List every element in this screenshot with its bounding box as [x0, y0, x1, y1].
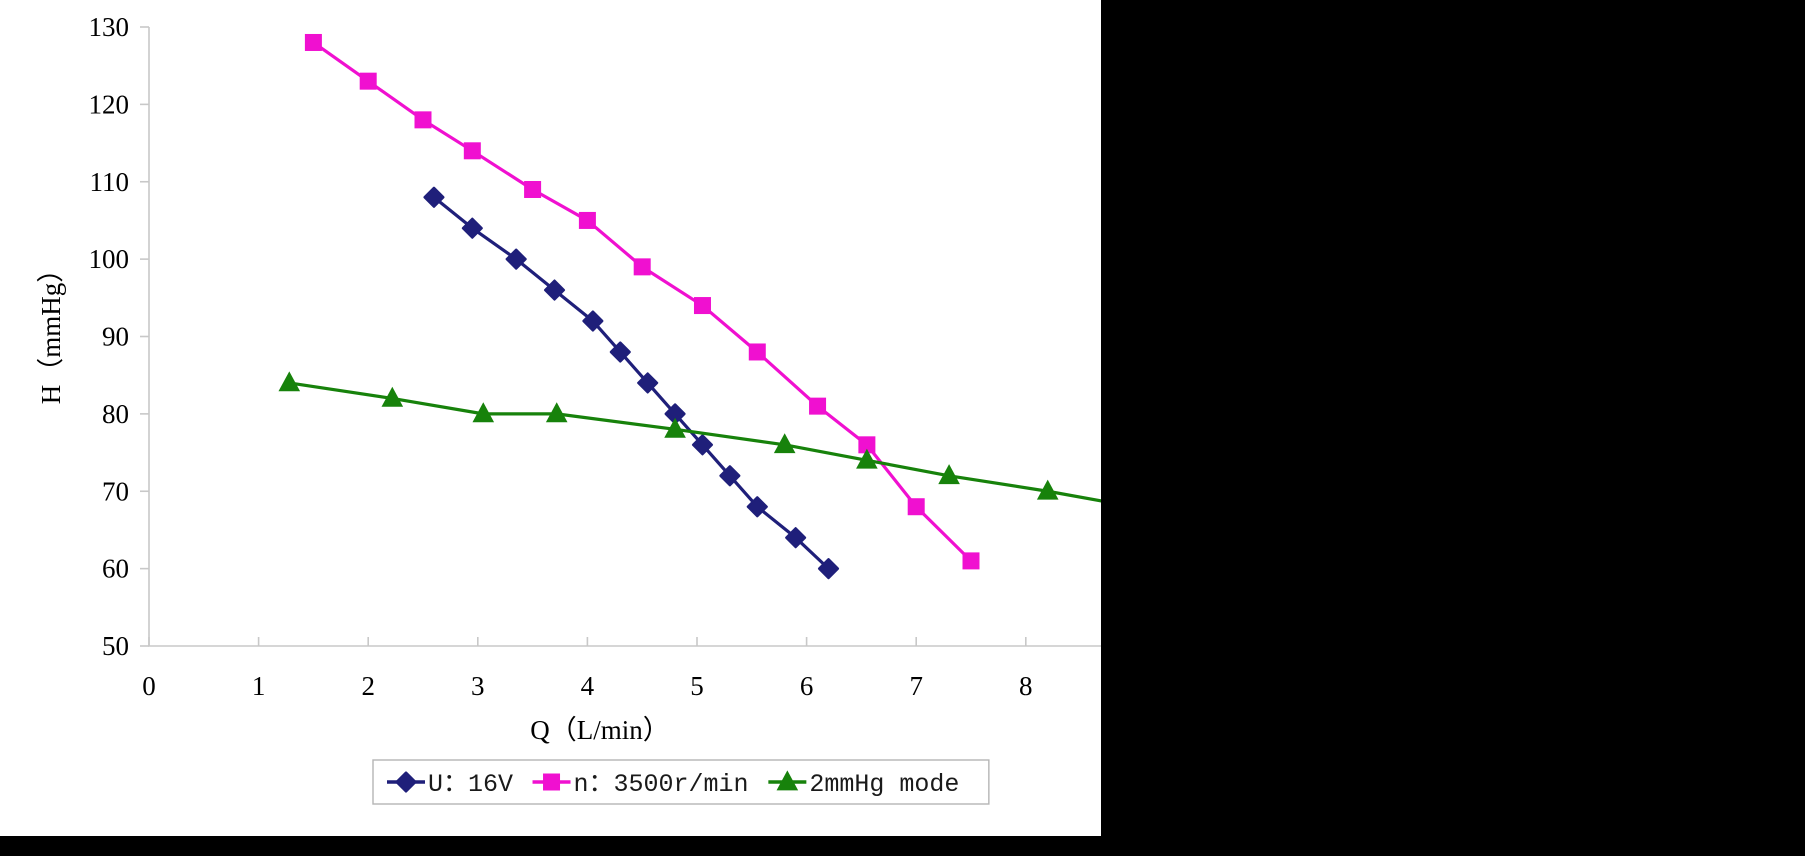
- series-line: [311, 40, 973, 563]
- x-tick-label: 3: [471, 671, 485, 701]
- data-point-marker: [472, 402, 495, 423]
- data-point-marker: [856, 448, 878, 469]
- data-point-marker: [907, 498, 925, 516]
- y-tick-label: 110: [90, 167, 130, 197]
- legend-entry-1[interactable]: U：16V: [387, 770, 513, 799]
- series-2: [304, 33, 980, 570]
- data-point-marker: [381, 386, 404, 407]
- y-tick-label: 120: [89, 89, 130, 119]
- data-series-group: [278, 33, 1101, 580]
- x-tick-label: 7: [909, 671, 923, 701]
- legend-entry-2[interactable]: n：3500r/min: [532, 770, 749, 799]
- y-tick-label: 70: [102, 476, 129, 506]
- y-tick-label: 90: [102, 322, 129, 352]
- data-point-marker: [785, 527, 807, 549]
- x-tick-label: 0: [142, 671, 156, 701]
- x-axis-title: Q（L/min）: [530, 715, 670, 745]
- legend-entry-3[interactable]: 2mmHg mode: [768, 770, 959, 799]
- data-point-marker: [582, 310, 604, 332]
- data-point-marker: [633, 258, 651, 276]
- data-point-marker: [719, 465, 741, 487]
- data-point-marker: [809, 397, 827, 415]
- performance-line-chart: 0 1 2 3 4 5 6 7 8 50 60 70 80 90 100 110 120 130 Q（L/min…: [36, 12, 1101, 805]
- chart-canvas: 0 1 2 3 4 5 6 7 8 50 60 70 80 90 100 110 120 130 Q（L/min…: [0, 0, 1101, 836]
- legend-swatch-marker: [543, 773, 561, 791]
- data-point-marker: [609, 341, 631, 363]
- series-3: [278, 371, 1101, 503]
- data-point-marker: [463, 142, 481, 160]
- legend-label: U：16V: [428, 770, 513, 799]
- data-point-marker: [938, 464, 960, 485]
- data-point-marker: [691, 434, 714, 456]
- x-tick-label: 2: [361, 671, 375, 701]
- chart-plot-area: 0 1 2 3 4 5 6 7 8 50 60 70 80 90 100 110 120 130 Q（L/min…: [36, 12, 1101, 805]
- axes-group: [140, 26, 1101, 647]
- data-point-marker: [858, 436, 876, 454]
- data-point-marker: [773, 433, 796, 454]
- x-tick-label: 4: [581, 671, 595, 701]
- x-tick-label: 5: [690, 671, 704, 701]
- data-point-marker: [414, 111, 432, 129]
- x-tick-label: 8: [1019, 671, 1033, 701]
- data-point-marker: [637, 372, 659, 394]
- data-point-marker: [461, 217, 483, 239]
- series-line: [432, 195, 831, 571]
- data-point-marker: [748, 343, 766, 361]
- data-point-marker: [545, 402, 568, 423]
- data-point-marker: [524, 180, 542, 198]
- data-point-marker: [304, 33, 322, 51]
- data-point-marker: [817, 558, 840, 580]
- y-tick-labels: 50 60 70 80 90 100 110 120 130: [89, 12, 130, 661]
- x-tick-label: 1: [252, 671, 266, 701]
- y-tick-label: 100: [89, 244, 130, 274]
- data-point-marker: [962, 552, 980, 570]
- y-tick-label: 60: [102, 554, 129, 584]
- legend-box: [372, 759, 990, 805]
- data-point-marker: [359, 72, 377, 90]
- legend-label: 2mmHg mode: [809, 770, 959, 799]
- y-tick-label: 130: [89, 12, 130, 42]
- legend-swatch-marker: [776, 770, 799, 791]
- chart-legend[interactable]: U：16V n：3500r/min 2mmHg mode: [372, 759, 990, 805]
- y-tick-label: 50: [102, 631, 129, 661]
- legend-label: n：3500r/min: [574, 770, 749, 799]
- data-point-marker: [543, 279, 566, 301]
- y-tick-label: 80: [102, 399, 129, 429]
- data-point-marker: [578, 211, 596, 229]
- data-point-marker: [746, 496, 768, 518]
- x-tick-labels: 0 1 2 3 4 5 6 7 8: [142, 671, 1032, 701]
- data-point-marker: [693, 297, 711, 315]
- data-point-marker: [1036, 479, 1059, 500]
- data-point-marker: [505, 248, 527, 270]
- series-line: [287, 381, 1101, 503]
- data-point-marker: [423, 186, 445, 208]
- data-point-marker: [278, 371, 301, 392]
- axis-lines: [148, 27, 1101, 647]
- y-axis-title: H（mmHg）: [36, 256, 66, 405]
- data-point-marker: [664, 417, 686, 438]
- legend-swatch-marker: [395, 771, 417, 793]
- series-1: [423, 186, 840, 580]
- x-tick-label: 6: [800, 671, 814, 701]
